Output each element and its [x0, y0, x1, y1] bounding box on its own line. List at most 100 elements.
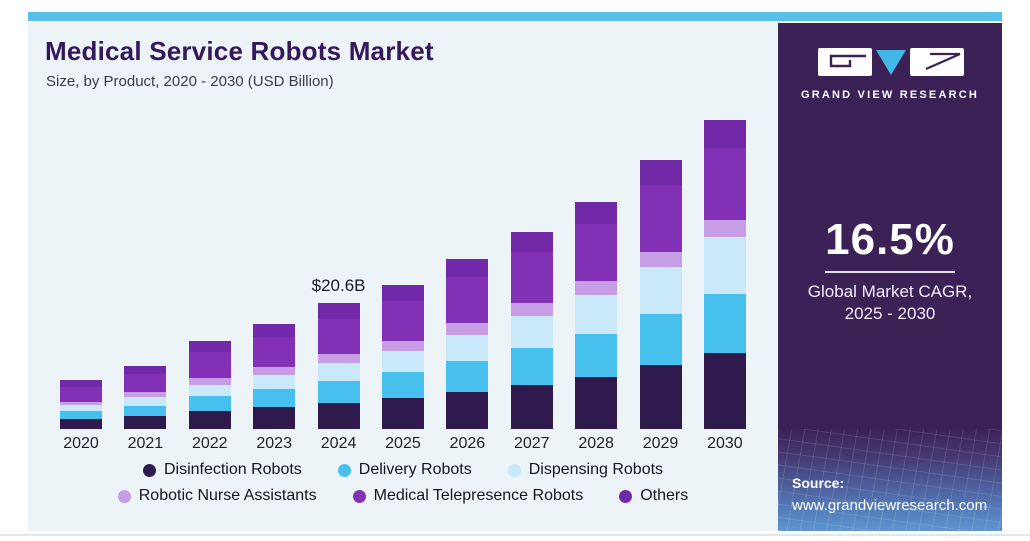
top-accent-bar: [28, 12, 1002, 21]
bar-segment: [510, 303, 553, 317]
bar-column: 2022: [187, 79, 233, 453]
bar-segment: [381, 340, 424, 352]
cagr-label: Global Market CAGR, 2025 - 2030: [778, 281, 1002, 326]
legend-label: Medical Telepresence Robots: [373, 487, 584, 504]
legend-item: Dispensing Robots: [507, 461, 664, 479]
x-axis-label: 2024: [320, 435, 357, 452]
legend-dot-icon: [352, 489, 366, 503]
grand-view-research-logo: [778, 45, 1002, 86]
bar-segment: [60, 411, 102, 420]
bar-column: 2021: [122, 79, 168, 453]
bar-segment: [60, 419, 102, 429]
bar-chart: 2020 2021 2022 2023 $20.6B 2024 2025 2026 2027 20…: [58, 79, 748, 453]
chart-card: Medical Service Robots Market Size, by P…: [28, 23, 778, 531]
x-axis-label: 2020: [63, 435, 99, 452]
stacked-bar: [575, 201, 618, 429]
legend-dot-icon: [142, 463, 156, 477]
bar-segment: [639, 185, 682, 252]
legend-label: Disinfection Robots: [163, 461, 302, 478]
legend-item: Medical Telepresence Robots: [352, 487, 584, 505]
bar-segment: [575, 333, 618, 377]
x-axis-label: 2021: [127, 435, 164, 452]
legend-label: Delivery Robots: [358, 461, 472, 478]
bar-segment: [703, 120, 746, 148]
legend-label: Dispensing Robots: [528, 461, 664, 478]
bar-segment: [317, 363, 360, 381]
brand-name: GRAND VIEW RESEARCH: [800, 89, 980, 101]
bar-column: 2025: [380, 79, 426, 453]
bar-segment: [381, 301, 424, 341]
bar-segment: [446, 277, 489, 323]
bar-segment: [124, 405, 167, 417]
bar-segment: [124, 374, 167, 393]
legend-item: Delivery Robots: [337, 461, 472, 479]
bar-column: 2027: [509, 79, 555, 453]
logo-g-tile: [818, 48, 872, 76]
bar-segment: [317, 354, 360, 364]
x-axis-label: 2026: [449, 435, 486, 452]
bar-segment: [124, 397, 167, 406]
legend-row: Disinfection Robots Delivery Robots Dispen…: [142, 461, 664, 479]
legend-item: Others: [619, 487, 688, 505]
chart-legend: Disinfection Robots Delivery Robots Dispen…: [28, 461, 778, 505]
bottom-rule: [0, 534, 1030, 536]
bar-segment: [575, 295, 618, 334]
x-axis-label: 2027: [513, 435, 550, 452]
bar-segment: [317, 318, 360, 355]
stacked-bar: [317, 303, 360, 429]
bar-column-inner: [573, 79, 619, 429]
bar-segment: [253, 389, 296, 407]
source-panel: Source: www.grandviewresearch.com: [778, 429, 1002, 531]
bar-column-inner: [187, 79, 233, 429]
logo-g-icon: [829, 54, 866, 68]
stacked-bar: [639, 160, 682, 429]
stacked-bar: [253, 324, 296, 429]
x-axis-label: 2023: [256, 435, 292, 452]
cagr-label-line1: Global Market CAGR,: [807, 282, 973, 301]
bar-segment: [703, 236, 746, 294]
legend-item: Disinfection Robots: [142, 461, 302, 479]
x-axis-label: 2029: [642, 435, 679, 452]
legend-dot-icon: [337, 463, 351, 477]
logo-v-icon: [876, 50, 906, 75]
stacked-bar: [124, 365, 167, 429]
bar-column-inner: [122, 79, 168, 429]
bar-segment: [188, 341, 231, 353]
x-axis-label: 2028: [578, 435, 614, 452]
cagr-value: 16.5%: [825, 215, 955, 264]
divider: [825, 271, 955, 273]
bar-column: 2030: [702, 79, 748, 453]
stacked-bar: [703, 120, 746, 429]
bar-column-inner: [702, 79, 748, 429]
logo-r-icon: [925, 52, 961, 71]
bar-column: 2026: [444, 79, 490, 453]
bar-segment: [510, 384, 553, 429]
bar-column: 2023: [251, 79, 297, 453]
bar-segment: [510, 232, 553, 253]
bar-segment: [381, 397, 424, 429]
bar-segment: [575, 376, 618, 429]
bar-segment: [510, 347, 553, 385]
legend-label: Robotic Nurse Assistants: [138, 487, 317, 504]
bar-segment: [253, 407, 296, 429]
bar-segment: [510, 252, 553, 304]
stacked-bar: [446, 258, 489, 429]
bar-segment: [446, 322, 489, 335]
bar-column-inner: [509, 79, 555, 429]
bar-segment: [60, 386, 102, 402]
bar-segment: [639, 365, 682, 429]
bar-segment: [188, 352, 231, 378]
bar-segment: [253, 336, 296, 367]
bar-segment: [60, 405, 102, 412]
bar-value-annotation: $20.6B: [311, 276, 366, 296]
bar-column: 2020: [58, 79, 104, 453]
bar-column: $20.6B 2024: [312, 79, 366, 453]
bar-segment: [446, 360, 489, 392]
legend-row: Robotic Nurse Assistants Medical Telepres…: [117, 487, 688, 505]
stacked-bar: [188, 341, 231, 429]
bar-segment: [124, 392, 167, 398]
bar-segment: [381, 372, 424, 398]
bar-segment: [575, 201, 618, 224]
source-url[interactable]: www.grandviewresearch.com: [792, 497, 988, 514]
bar-segment: [253, 324, 296, 337]
